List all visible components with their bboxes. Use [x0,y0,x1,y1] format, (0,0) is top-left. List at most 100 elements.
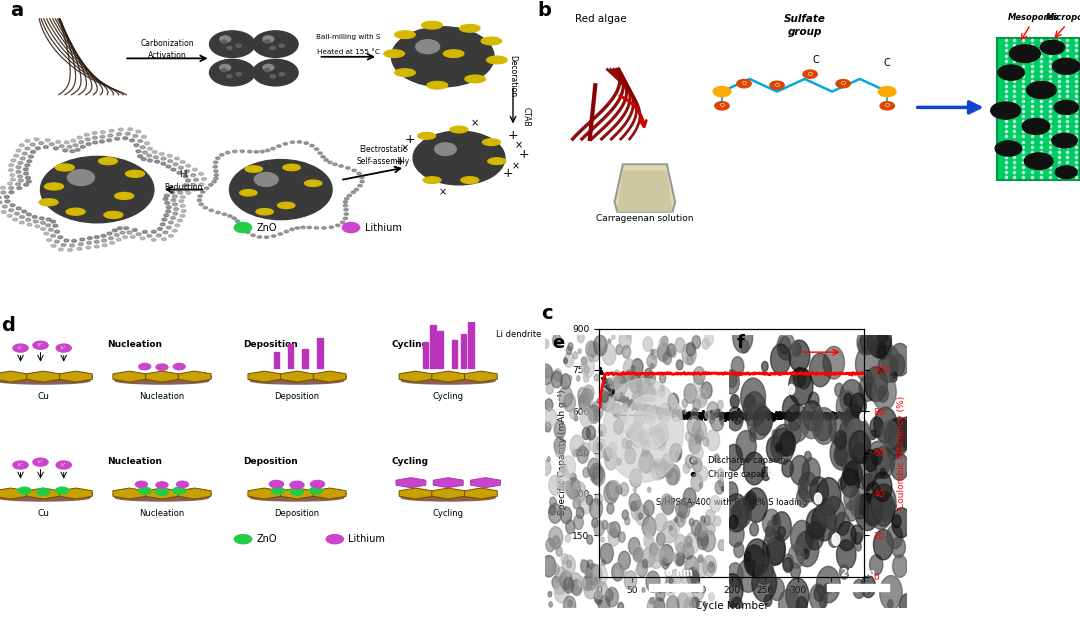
Point [811,409,828,419]
Circle shape [11,178,15,181]
Circle shape [251,234,255,237]
Circle shape [683,399,688,407]
Point [764,411,781,421]
Circle shape [676,360,683,370]
Circle shape [174,208,178,211]
Point [769,410,786,420]
Point [711,409,728,419]
Circle shape [665,570,669,577]
Point [648,408,665,418]
Point [783,409,800,419]
Circle shape [0,196,1,199]
Circle shape [272,487,285,494]
Circle shape [657,437,665,450]
Circle shape [793,368,806,387]
Circle shape [854,533,862,544]
Circle shape [697,523,703,533]
Point [731,407,748,417]
Circle shape [165,202,170,205]
Circle shape [216,157,220,159]
Point [716,412,733,422]
Point [849,412,866,422]
Circle shape [610,480,621,497]
Circle shape [855,542,862,551]
Circle shape [612,370,621,383]
Circle shape [284,230,288,233]
X-axis label: Cycle Number: Cycle Number [694,601,769,611]
Point [760,412,778,422]
Circle shape [624,571,636,590]
Circle shape [198,199,202,202]
Point [792,408,809,418]
Point [654,407,672,417]
Point [707,407,725,417]
Polygon shape [464,488,497,499]
Text: b: b [538,1,551,20]
Point [703,409,720,419]
Ellipse shape [0,494,90,501]
Circle shape [168,221,173,224]
Point [818,413,835,423]
Circle shape [589,405,600,423]
Circle shape [153,156,159,159]
Circle shape [603,379,612,394]
Point [730,409,747,419]
Point [622,399,639,409]
Circle shape [564,358,567,363]
Point [730,404,747,414]
Circle shape [166,165,171,168]
Point [667,408,685,418]
Ellipse shape [482,37,501,45]
Point [618,393,635,403]
Point [831,409,848,419]
Polygon shape [27,371,59,382]
Point [708,407,726,417]
Text: Deposition: Deposition [243,456,297,466]
Circle shape [633,391,642,404]
Point [814,409,832,419]
Circle shape [68,249,72,252]
Circle shape [637,374,649,394]
Point [638,402,656,412]
Circle shape [134,144,139,147]
Point [748,410,766,420]
Point [751,413,768,423]
Circle shape [771,428,794,464]
Circle shape [326,534,343,544]
Text: Cycling: Cycling [392,340,429,348]
Circle shape [558,507,563,513]
Point [663,408,680,418]
Point [593,368,610,378]
Point [594,378,611,388]
Circle shape [305,142,309,144]
Polygon shape [615,164,675,212]
Text: CTAB: CTAB [522,107,531,126]
Point [592,365,609,375]
Point [688,410,705,420]
Text: C: C [883,58,891,68]
Point [841,406,859,416]
Circle shape [675,338,685,352]
Point [645,405,662,415]
Circle shape [563,555,576,575]
Circle shape [1024,153,1053,169]
Circle shape [556,469,570,490]
Point [831,409,848,419]
Text: Mesopores: Mesopores [1008,14,1058,22]
Circle shape [124,227,129,229]
Point [840,407,858,417]
Circle shape [733,322,753,353]
Circle shape [605,451,618,470]
Circle shape [565,534,570,542]
Circle shape [69,244,75,247]
Text: Lithium: Lithium [348,534,386,544]
Point [698,410,715,420]
Circle shape [650,598,653,604]
Point [841,409,859,419]
Point [602,386,619,396]
Point [610,393,627,403]
Circle shape [35,225,40,228]
Circle shape [30,151,36,153]
Circle shape [87,237,92,239]
Point [719,413,737,423]
